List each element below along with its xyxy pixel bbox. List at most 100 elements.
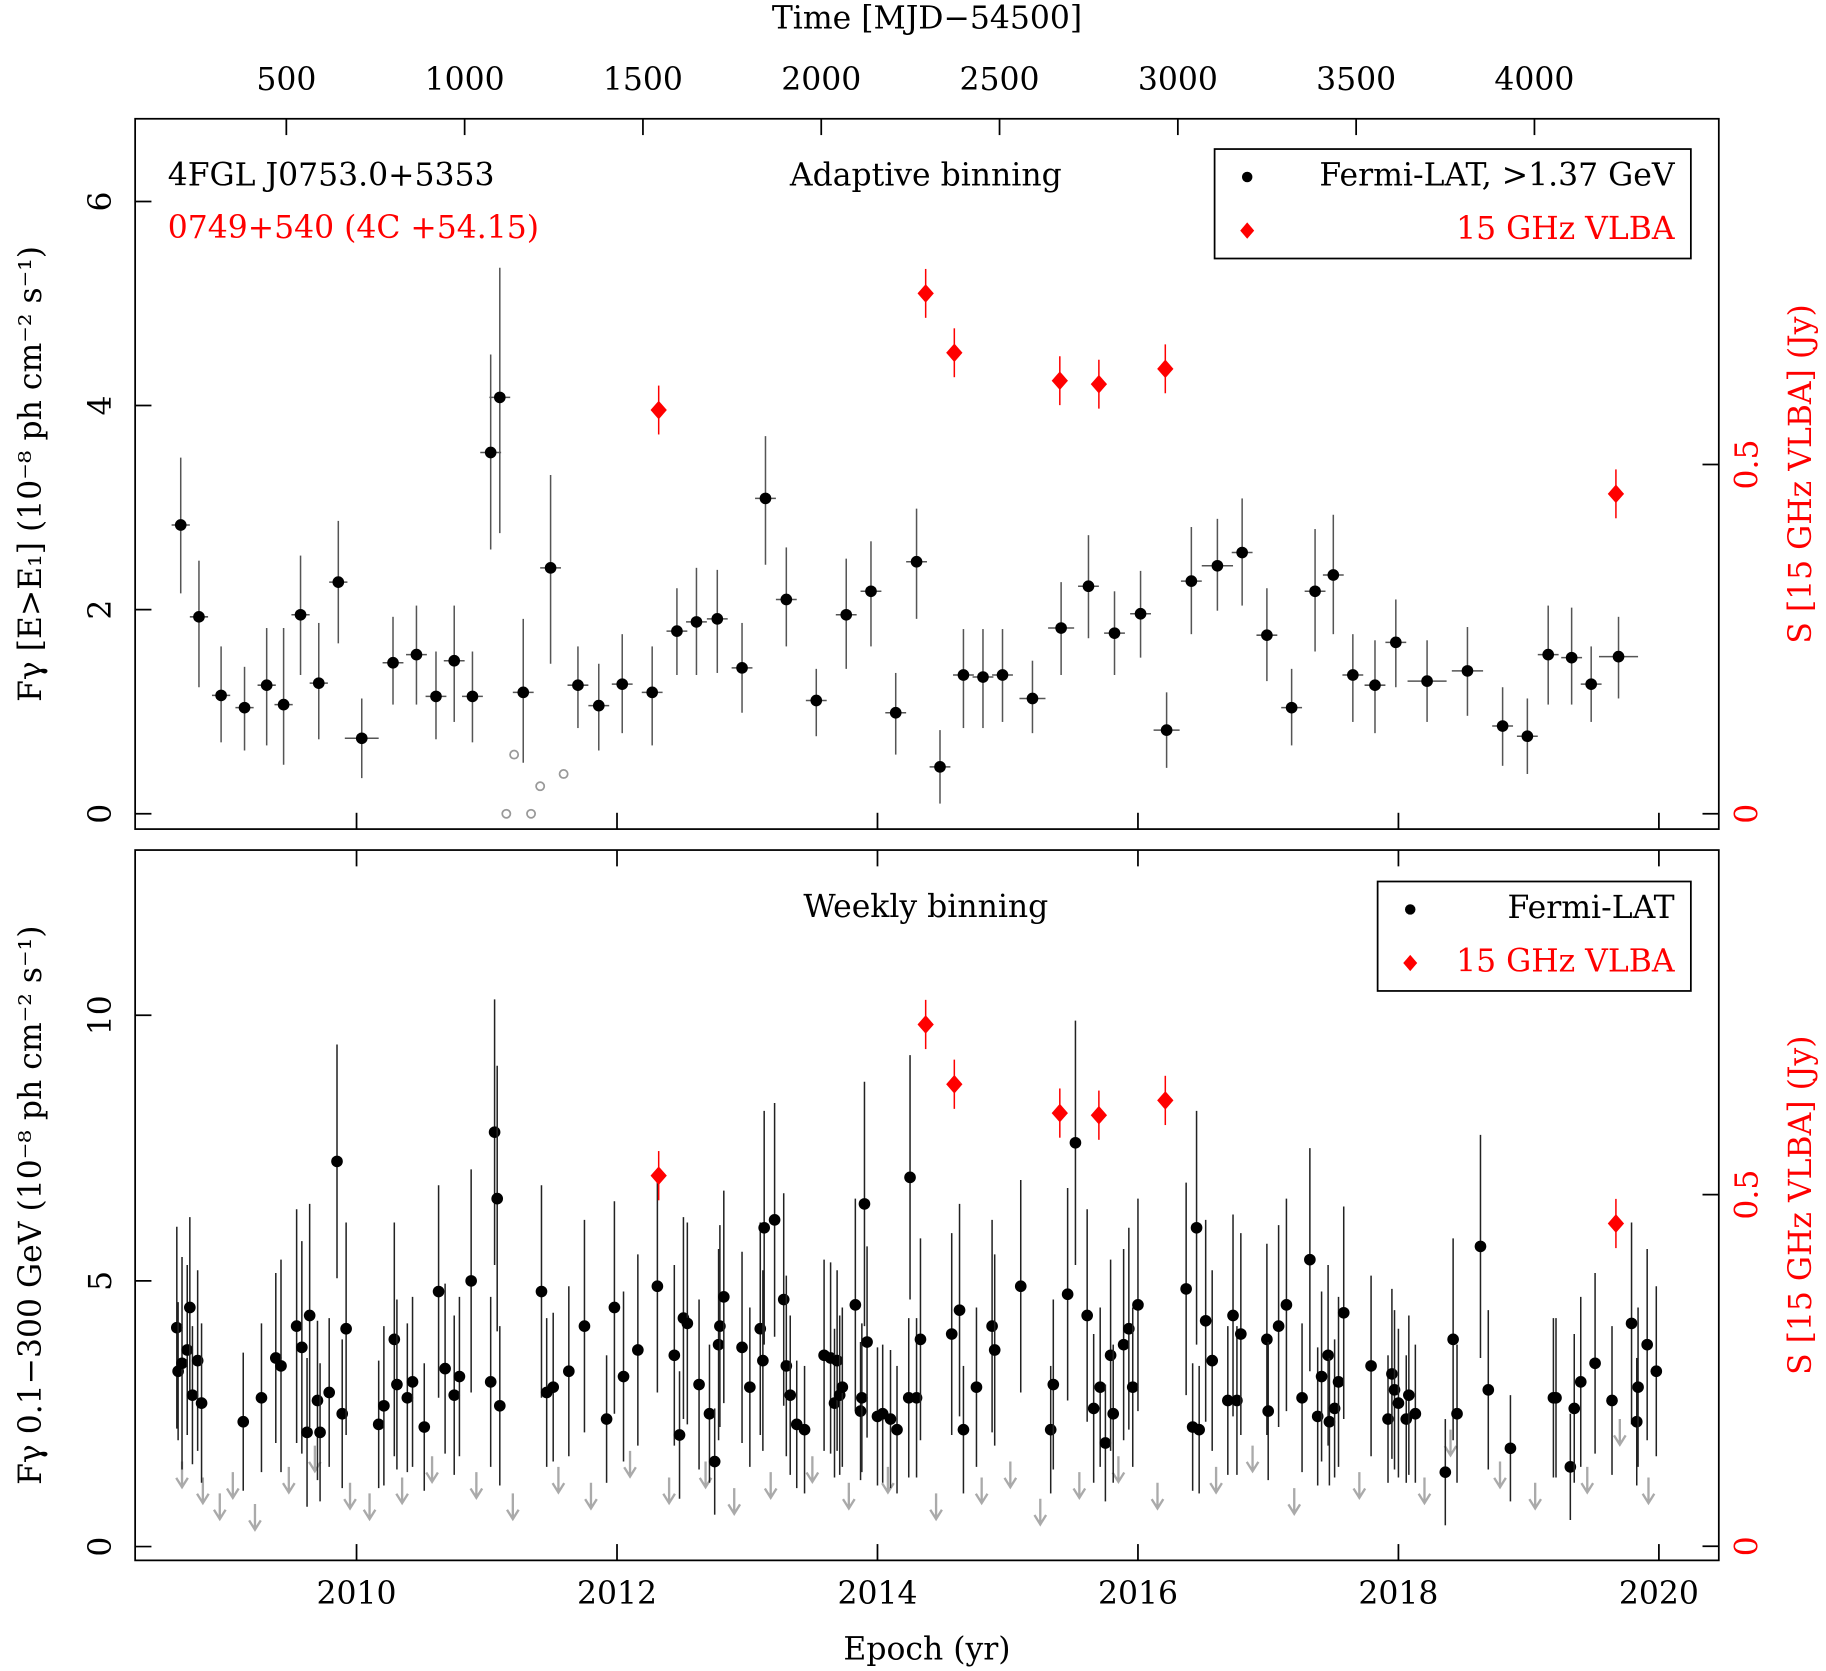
upper-limit — [362, 1493, 377, 1522]
y-tick-label: 2 — [83, 600, 119, 620]
upper-limit — [1245, 1445, 1260, 1474]
gamma-point — [1206, 1354, 1219, 1367]
gamma-point — [1482, 1384, 1495, 1396]
upper-limit — [425, 1456, 439, 1485]
gamma-point — [780, 593, 793, 606]
gamma-point — [1211, 559, 1224, 572]
gamma-point — [849, 1299, 862, 1311]
gamma-point — [1126, 1381, 1139, 1394]
legend-marker — [1404, 904, 1416, 915]
gamma-point — [1117, 1338, 1130, 1351]
radio-point — [917, 1015, 934, 1034]
gamma-point — [840, 608, 853, 621]
gamma-point — [193, 610, 205, 623]
gamma-point — [1451, 1407, 1463, 1420]
upper-limit — [1033, 1498, 1048, 1527]
radio-point — [1051, 1103, 1068, 1123]
gamma-point — [646, 686, 658, 699]
gamma-point — [1081, 1309, 1093, 1322]
x2-tick-label: 1500 — [603, 62, 683, 98]
gamma-point — [673, 1429, 686, 1441]
gamma-point — [889, 706, 902, 719]
gamma-point — [401, 1391, 414, 1404]
upper-limit — [1528, 1482, 1542, 1511]
gamma-point — [340, 1322, 352, 1335]
gamma-point — [491, 1192, 504, 1205]
gamma-point — [798, 1423, 811, 1436]
gamma-point — [1280, 1299, 1293, 1311]
gamma-point — [439, 1362, 451, 1375]
upper-limit — [395, 1477, 409, 1506]
gamma-point — [714, 1320, 726, 1332]
gamma-point — [296, 1341, 308, 1354]
gamma-point — [493, 391, 506, 404]
gamma-point — [1231, 1394, 1243, 1407]
gamma-point — [1641, 1338, 1653, 1351]
gamma-point — [970, 1381, 983, 1394]
gamma-point — [1185, 575, 1198, 587]
upper-limit — [881, 1466, 895, 1495]
gamma-point — [1104, 1349, 1117, 1362]
gamma-point — [1055, 622, 1067, 634]
gamma-point — [186, 1389, 199, 1401]
gamma-point — [331, 1155, 343, 1168]
gamma-point — [410, 648, 423, 661]
gamma-point — [181, 1344, 194, 1356]
gamma-point — [1047, 1378, 1060, 1391]
gamma-point — [736, 1341, 748, 1354]
gamma-point — [301, 1426, 313, 1439]
faint-point — [558, 769, 569, 779]
gamma-point — [488, 1126, 501, 1138]
radio-point — [1090, 374, 1108, 394]
y2-tick-label: 0 — [1730, 804, 1766, 824]
gamma-point — [1332, 1376, 1345, 1388]
gamma-point — [757, 1354, 769, 1367]
gamma-point — [671, 625, 683, 637]
gamma-point — [1132, 1299, 1144, 1311]
x-tick-label: 2018 — [1358, 1576, 1438, 1612]
upper-limit — [1287, 1488, 1302, 1516]
upper-limit — [469, 1472, 484, 1500]
upper-limit — [1003, 1461, 1018, 1490]
gamma-point — [957, 669, 970, 681]
x2-axis-label: Time [MJD−54500] — [772, 0, 1082, 36]
gamma-point — [184, 1301, 196, 1314]
gamma-point — [986, 1320, 998, 1332]
gamma-point — [1386, 1368, 1398, 1380]
gamma-point — [290, 1320, 303, 1332]
gamma-point — [1193, 1423, 1205, 1436]
gamma-point — [1550, 1391, 1562, 1404]
gamma-point — [861, 1336, 873, 1348]
gamma-point — [1236, 546, 1248, 559]
upper-limit — [1613, 1419, 1627, 1447]
gamma-point — [1389, 636, 1402, 649]
gamma-point — [744, 1381, 756, 1394]
gamma-point — [517, 686, 530, 699]
legend-box — [1376, 880, 1692, 992]
upper-limit — [1641, 1477, 1656, 1506]
gamma-point — [406, 1376, 419, 1388]
radio-point — [1090, 1105, 1108, 1125]
gamma-point — [1094, 1381, 1107, 1394]
y-axis-label: Fγ 0.1−300 GeV (10⁻⁸ ph cm⁻² s⁻¹) — [13, 926, 49, 1485]
gamma-point — [996, 669, 1009, 681]
gamma-point — [1069, 1136, 1082, 1149]
y-tick-label: 0 — [83, 1537, 119, 1557]
gamma-point — [651, 1280, 664, 1293]
legend-marker — [1241, 171, 1253, 183]
gamma-point — [1190, 1221, 1203, 1234]
gamma-point — [418, 1421, 431, 1433]
gamma-point — [314, 1426, 326, 1439]
gamma-point — [563, 1365, 575, 1378]
gamma-point — [693, 1378, 705, 1391]
gamma-point — [856, 1391, 868, 1404]
annotation: 0749+540 (4C +54.15) — [168, 210, 539, 246]
x2-tick-label: 4000 — [1494, 62, 1574, 98]
gamma-point — [432, 1285, 445, 1298]
legend-label: 15 GHz VLBA — [1456, 211, 1676, 247]
gamma-point — [336, 1407, 349, 1420]
y2-axis-label: S [15 GHz VLBA] (Jy) — [1783, 1036, 1819, 1375]
gamma-point — [535, 1285, 548, 1298]
gamma-point — [1542, 648, 1555, 661]
gamma-point — [1589, 1357, 1601, 1370]
